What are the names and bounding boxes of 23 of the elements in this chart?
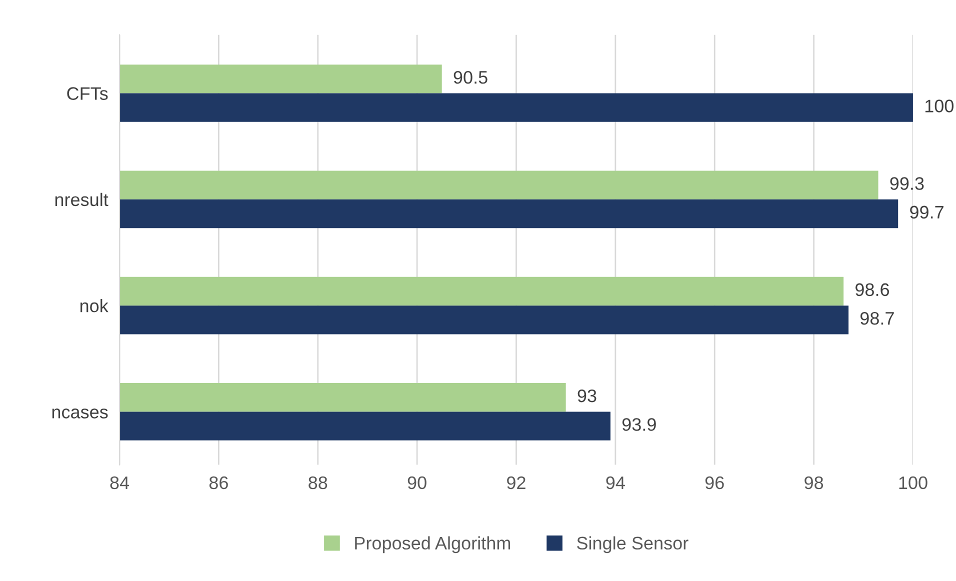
y-tick-label: ncases [52,408,108,418]
data-label: 99.3 [890,177,924,190]
x-tick-label: 94 [606,476,625,490]
data-label: 98.7 [860,312,894,325]
x-tick-label: 86 [209,476,228,490]
y-tick-label: CFTs [67,87,108,100]
data-label: 98.6 [856,283,890,296]
x-tick-label: 98 [804,476,824,490]
x-tick-label: 92 [507,476,526,490]
data-label: 99.7 [910,206,944,219]
x-tick-label: 90 [408,476,426,490]
data-label: 100 [925,100,954,112]
x-tick-label: 88 [308,476,328,490]
legend-label: Proposed Algorithm [355,536,510,554]
x-tick-label: 96 [705,476,724,490]
y-tick-label: nok [80,299,108,312]
data-label: 90.5 [454,70,488,84]
data-label: 93 [578,389,596,402]
data-label: 93.9 [622,418,656,431]
x-tick-label: 84 [110,476,130,490]
legend-label: Single Sensor [577,536,688,554]
y-tick-label: nresult [55,192,108,206]
x-tick-label: 100 [899,476,928,490]
